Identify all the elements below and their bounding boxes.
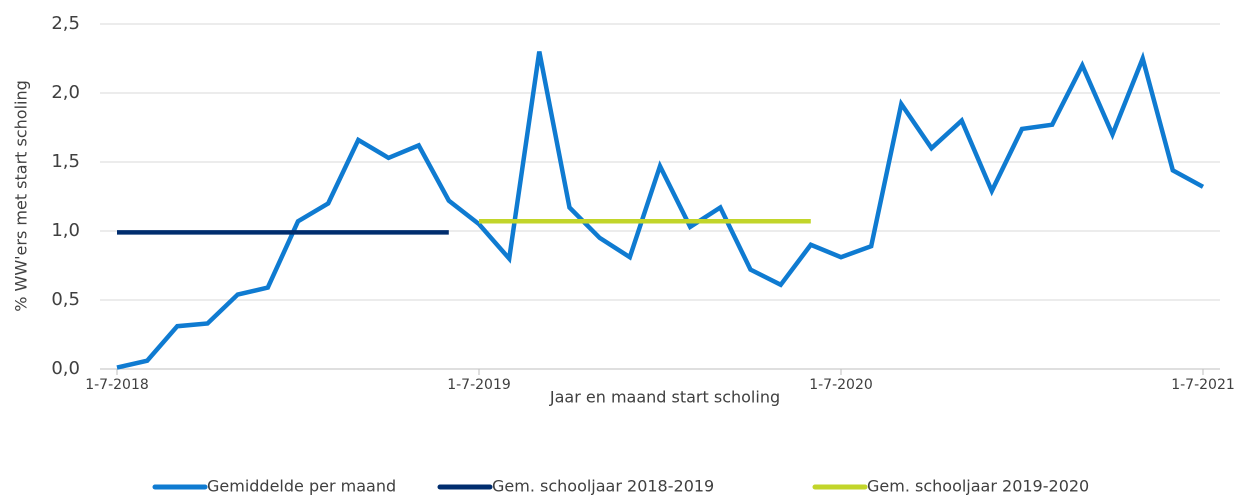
y-tick-label: 2,0 [51, 82, 80, 103]
x-axis-label: Jaar en maand start scholing [549, 388, 780, 407]
legend-label: Gem. schooljaar 2019-2020 [867, 477, 1089, 496]
x-tick-label: 1-7-2020 [809, 377, 873, 393]
y-tick-label: 0,0 [51, 358, 80, 379]
y-tick-label: 1,0 [51, 220, 80, 241]
x-tick-label: 1-7-2018 [85, 377, 149, 393]
x-tick-label: 1-7-2021 [1171, 377, 1235, 393]
legend-label: Gem. schooljaar 2018-2019 [492, 477, 714, 496]
y-tick-label: 1,5 [51, 151, 80, 172]
series-line [116, 51, 1205, 370]
y-tick-label: 2,5 [51, 13, 80, 34]
y-axis-label: % WW'ers met start scholing [12, 80, 31, 312]
y-tick-label: 0,5 [51, 289, 80, 310]
x-tick-label: 1-7-2019 [447, 377, 511, 393]
legend-label: Gemiddelde per maand [207, 477, 396, 496]
